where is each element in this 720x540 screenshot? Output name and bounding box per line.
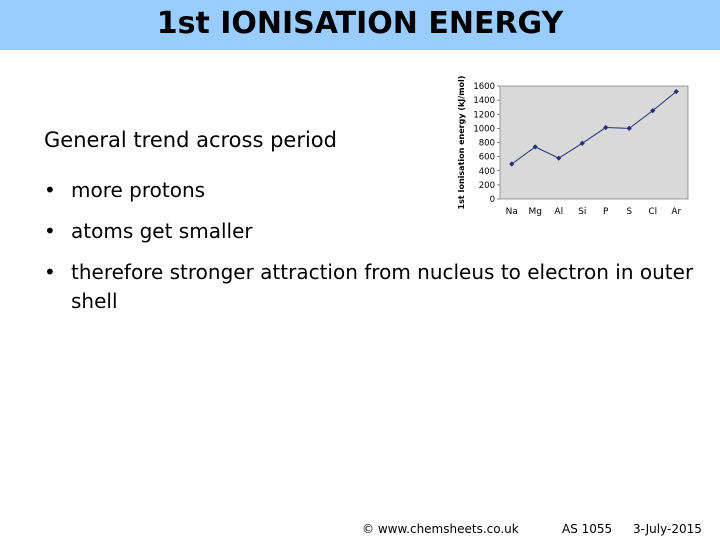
data-point-s: [626, 125, 632, 131]
x-tick-label: Al: [554, 207, 563, 217]
bullet-item: • more protons: [44, 176, 694, 205]
data-point-si: [579, 140, 585, 146]
x-tick-label: Si: [578, 207, 586, 217]
y-axis-label: 1st Ionisation energy (kJ/mol): [457, 76, 466, 209]
y-tick-label: 0: [490, 195, 495, 205]
data-point-na: [509, 161, 515, 167]
y-tick-label: 400: [479, 167, 495, 177]
title-bar: [0, 0, 720, 50]
x-tick-label: Cl: [648, 207, 657, 217]
data-point-mg: [532, 144, 538, 150]
x-tick-label: Ar: [671, 207, 681, 217]
bullet-marker: •: [44, 219, 56, 243]
y-tick-label: 200: [479, 181, 495, 191]
y-axis-ticks: 0 200 400 600 800 1000 1200 1400 1600: [473, 82, 500, 205]
y-tick-label: 1000: [473, 124, 495, 134]
data-point-p: [603, 124, 609, 131]
bullet-text: therefore stronger attraction from nucle…: [71, 260, 694, 313]
data-points: [509, 88, 679, 167]
x-axis-ticks: Na Mg Al Si P S Cl Ar: [506, 207, 682, 217]
bullet-marker: •: [44, 178, 56, 202]
y-tick-label: 1200: [473, 110, 495, 120]
slide-subtitle: General trend across period: [44, 128, 337, 152]
bullet-item: • atoms get smaller: [44, 217, 694, 246]
bullet-list: • more protons • atoms get smaller • theref…: [44, 176, 694, 328]
slide-title: 1st IONISATION ENERGY: [156, 6, 564, 41]
bullet-item: • therefore stronger attraction from nucl…: [44, 258, 694, 316]
bullet-text: atoms get smaller: [71, 219, 253, 243]
data-point-al: [556, 155, 562, 161]
plot-area: [499, 85, 689, 200]
bullet-marker: •: [44, 260, 56, 284]
ionisation-energy-chart: 1st Ionisation energy (kJ/mol) 0 200 400 60…: [457, 76, 689, 217]
y-tick-label: 800: [479, 139, 495, 149]
bullet-text: more protons: [71, 178, 206, 202]
series-line: [511, 91, 677, 165]
data-point-ar: [673, 88, 679, 95]
y-tick-label: 1400: [473, 96, 495, 106]
x-tick-label: Na: [506, 207, 518, 217]
x-tick-label: S: [626, 207, 632, 217]
y-tick-label: 1600: [473, 82, 495, 92]
footer-code: AS 1055: [562, 522, 613, 536]
footer-copyright: © www.chemsheets.co.uk: [362, 522, 519, 536]
x-tick-label: Mg: [529, 207, 542, 217]
data-point-cl: [650, 108, 656, 114]
y-axis-label-group: 1st Ionisation energy (kJ/mol): [457, 76, 466, 209]
y-tick-label: 600: [479, 153, 495, 163]
x-tick-label: P: [603, 207, 609, 217]
footer-date: 3-July-2015: [633, 522, 702, 536]
